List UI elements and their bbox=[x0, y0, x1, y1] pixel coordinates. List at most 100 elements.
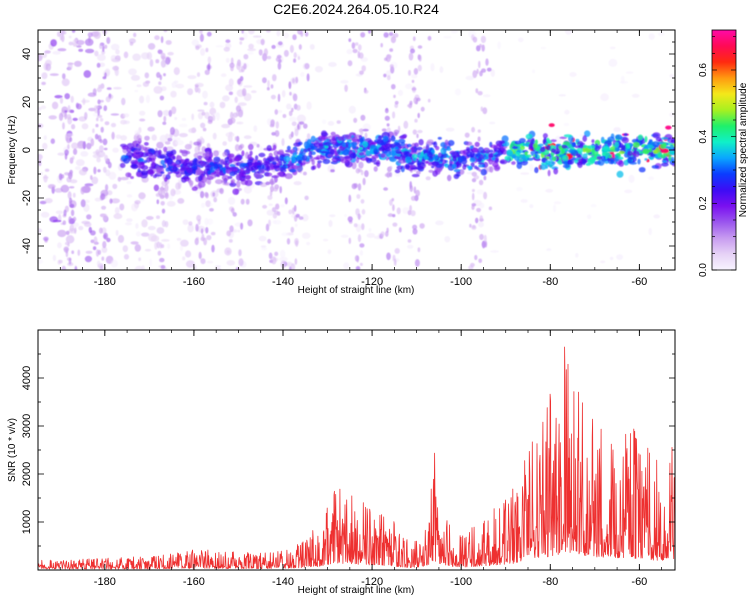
spectrogram-blob bbox=[330, 142, 338, 145]
x-tick-label: -100 bbox=[450, 576, 472, 588]
spectrogram-blob bbox=[579, 142, 586, 147]
spectrogram-blob bbox=[294, 128, 299, 137]
spectrogram-blob bbox=[76, 45, 82, 48]
spectrogram-blob bbox=[165, 40, 172, 45]
spectrogram-blob bbox=[130, 176, 134, 179]
spectrogram-blob bbox=[490, 69, 495, 77]
spectrogram-blob bbox=[550, 139, 557, 143]
spectrogram-blob bbox=[209, 203, 213, 207]
spectrogram-blob bbox=[290, 263, 296, 270]
spectrogram-blob bbox=[293, 205, 297, 212]
spectrogram-blob bbox=[105, 96, 111, 103]
spectrogram-blob bbox=[258, 49, 263, 56]
spectrogram-blob bbox=[156, 199, 160, 205]
spectrogram-blob bbox=[197, 87, 201, 94]
spectrogram-blob bbox=[600, 155, 606, 160]
spectrogram-blob bbox=[321, 119, 327, 125]
spectrogram-blob bbox=[446, 147, 452, 151]
spectrogram-blob bbox=[506, 149, 514, 156]
spectrogram-blob bbox=[394, 100, 399, 105]
spectrogram-blob bbox=[286, 238, 291, 245]
spectrogram-blob bbox=[219, 159, 226, 166]
spectrogram-blob bbox=[186, 167, 193, 174]
spectrogram-blob bbox=[38, 107, 42, 111]
spectrogram-blob bbox=[121, 145, 129, 150]
spectrogram-blob bbox=[411, 153, 418, 159]
spectrogram-blob bbox=[214, 265, 222, 268]
spectrogram-blob bbox=[177, 198, 185, 204]
spectrogram-blob bbox=[302, 171, 307, 176]
spectrogram-blob bbox=[209, 101, 215, 108]
spectrogram-blob bbox=[171, 106, 177, 115]
spectrogram-blob bbox=[355, 168, 361, 174]
spectrogram-blob bbox=[274, 109, 279, 115]
spectrogram-blob bbox=[210, 166, 215, 173]
spectrogram-blob bbox=[485, 58, 489, 66]
spectrogram-blob bbox=[563, 134, 573, 138]
spectrogram-blob bbox=[417, 112, 421, 119]
spectrogram-blob bbox=[176, 154, 180, 160]
spectrogram-blob bbox=[553, 204, 557, 213]
colorbar-tick-label: 0.2 bbox=[698, 196, 709, 210]
spectrogram-blob bbox=[236, 121, 244, 125]
spectrogram-blob bbox=[55, 210, 64, 215]
spectrogram-blob bbox=[175, 182, 181, 190]
spectrogram-blob bbox=[85, 48, 95, 54]
spectrogram-blob bbox=[418, 139, 424, 146]
spectrogram-blob bbox=[475, 217, 479, 224]
spectrogram-blob bbox=[406, 156, 412, 160]
spectrogram-blob bbox=[437, 136, 442, 140]
spectrogram-blob bbox=[101, 246, 108, 253]
spectrogram-blob bbox=[60, 30, 65, 35]
spectrogram-blob bbox=[225, 57, 230, 63]
spectrogram-blob bbox=[61, 78, 70, 87]
spectrogram-blob bbox=[306, 101, 312, 110]
spectrogram-blob bbox=[299, 121, 305, 125]
spectrogram-blob bbox=[341, 141, 347, 148]
spectrogram-blob bbox=[614, 134, 623, 140]
spectrogram-blob bbox=[347, 139, 352, 143]
y-tick-label: 2000 bbox=[21, 462, 33, 486]
spectrogram-blob bbox=[243, 85, 253, 88]
spectrogram-blob bbox=[161, 110, 171, 116]
spectrogram-blob bbox=[480, 150, 486, 154]
spectrogram-blob bbox=[57, 242, 62, 249]
spectrogram-blob bbox=[370, 141, 377, 145]
spectrogram-y-axis-title: Frequency (Hz) bbox=[7, 116, 18, 185]
spectrogram-blob bbox=[609, 256, 614, 261]
spectrogram-blob bbox=[149, 169, 154, 174]
spectrogram-blob bbox=[41, 52, 47, 59]
spectrogram-blob bbox=[247, 48, 256, 52]
spectrogram-blob bbox=[52, 219, 62, 223]
spectrogram-blob bbox=[343, 262, 350, 269]
spectrogram-blob bbox=[141, 170, 149, 176]
spectrogram-blob bbox=[40, 211, 50, 218]
spectrogram-blob bbox=[165, 57, 171, 65]
spectrogram-blob bbox=[203, 237, 208, 246]
spectrogram-blob bbox=[483, 175, 487, 181]
spectrogram-blob bbox=[225, 84, 234, 92]
spectrogram-blob bbox=[198, 175, 203, 182]
y-tick-label: 0 bbox=[21, 147, 33, 153]
spectrogram-blob bbox=[195, 45, 200, 50]
spectrogram-blob bbox=[454, 88, 461, 96]
spectrogram-blob bbox=[185, 250, 192, 258]
spectrogram-blob bbox=[69, 179, 78, 184]
spectrogram-blob bbox=[352, 48, 358, 54]
spectrogram-blob bbox=[369, 144, 378, 149]
spectrogram-blob bbox=[178, 133, 188, 138]
spectrogram-blob bbox=[243, 54, 249, 60]
spectrogram-blob bbox=[75, 159, 85, 167]
spectrogram-blob bbox=[425, 176, 431, 181]
colorbar-gradient bbox=[711, 29, 737, 271]
spectrogram-blob bbox=[618, 150, 626, 155]
spectrogram-blob bbox=[289, 149, 295, 154]
spectrogram-blob bbox=[303, 123, 308, 129]
x-tick-label: -140 bbox=[272, 576, 294, 588]
spectrogram-blob bbox=[529, 204, 534, 209]
spectrogram-blob bbox=[276, 30, 281, 37]
spectrogram-blob bbox=[87, 32, 93, 38]
spectrogram-blob bbox=[73, 148, 78, 155]
spectrogram-blob bbox=[574, 145, 581, 149]
spectrogram-blob bbox=[479, 70, 483, 77]
